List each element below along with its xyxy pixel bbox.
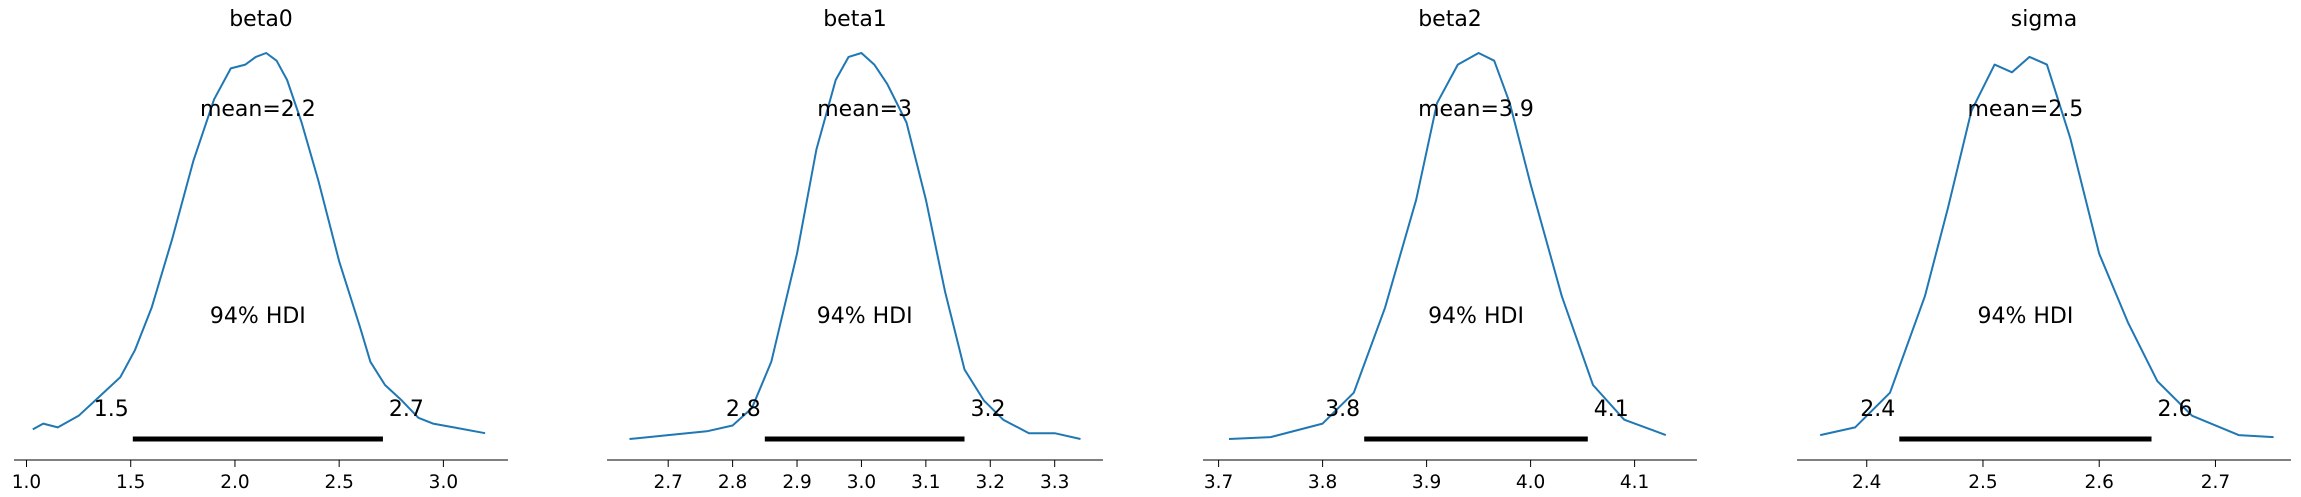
- mean-label: mean=3.9: [1418, 97, 1534, 122]
- hdi-low-label: 2.8: [726, 397, 761, 422]
- x-tick-label: 2.8: [718, 472, 747, 493]
- hdi-label: 94% HDI: [817, 304, 913, 329]
- panel-sigma: sigma mean=2.5 94% HDI 2.4 2.6 2.4 2.5 2.6 2.7: [1797, 7, 2291, 493]
- hdi-low-label: 2.4: [1860, 397, 1895, 422]
- x-tick-label: 2.6: [2085, 472, 2114, 493]
- x-tick-label: 1.5: [116, 472, 145, 493]
- x-tick-label: 3.3: [1040, 472, 1069, 493]
- x-tick-label: 2.7: [2201, 472, 2230, 493]
- hdi-low-label: 1.5: [94, 397, 129, 422]
- x-tick-label: 2.0: [220, 472, 249, 493]
- panel-title: beta2: [1418, 7, 1482, 32]
- density-curve: [1228, 52, 1667, 440]
- panel-title: beta0: [229, 7, 293, 32]
- mean-label: mean=2.2: [200, 97, 316, 122]
- density-curve: [1819, 55, 2274, 439]
- panel-beta2: beta2 mean=3.9 94% HDI 3.8 4.1 3.7 3.8 3.9 4.0 4.…: [1203, 7, 1697, 493]
- x-tick-label: 2.7: [653, 472, 682, 493]
- hdi-low-label: 3.8: [1325, 397, 1360, 422]
- hdi-label: 94% HDI: [1977, 304, 2073, 329]
- x-tick-label: 2.5: [324, 472, 353, 493]
- hdi-high-label: 4.1: [1594, 397, 1629, 422]
- hdi-high-label: 3.2: [971, 397, 1006, 422]
- x-tick-label: 3.8: [1308, 472, 1337, 493]
- mean-label: mean=3: [817, 97, 912, 122]
- x-tick-label: 2.9: [782, 472, 811, 493]
- x-tick-label: 3.9: [1412, 472, 1441, 493]
- panel-beta0: beta0 mean=2.2 94% HDI 1.5 2.7 1.0 1.5 2.0 2.5 3.…: [12, 7, 508, 493]
- panel-beta1: beta1 mean=3 94% HDI 2.8 3.2 2.7 2.8 2.9 3.0 3.1 3…: [607, 7, 1103, 493]
- x-tick-label: 3.0: [847, 472, 876, 493]
- hdi-high-label: 2.6: [2158, 397, 2193, 422]
- x-tick-label: 3.2: [976, 472, 1005, 493]
- hdi-high-label: 2.7: [389, 397, 424, 422]
- x-tick-label: 3.0: [429, 472, 458, 493]
- x-tick-label: 1.0: [12, 472, 41, 493]
- panel-title: sigma: [2011, 7, 2077, 32]
- density-curve: [32, 52, 486, 435]
- x-tick-label: 2.4: [1852, 472, 1881, 493]
- x-tick-label: 3.7: [1204, 472, 1233, 493]
- hdi-label: 94% HDI: [210, 304, 306, 329]
- mean-label: mean=2.5: [1967, 97, 2083, 122]
- hdi-label: 94% HDI: [1428, 304, 1524, 329]
- x-tick-label: 2.5: [1968, 472, 1997, 493]
- x-tick-label: 4.0: [1516, 472, 1545, 493]
- x-tick-label: 3.1: [911, 472, 940, 493]
- x-tick-label: 4.1: [1620, 472, 1649, 493]
- panel-title: beta1: [823, 7, 887, 32]
- density-curve: [629, 52, 1081, 440]
